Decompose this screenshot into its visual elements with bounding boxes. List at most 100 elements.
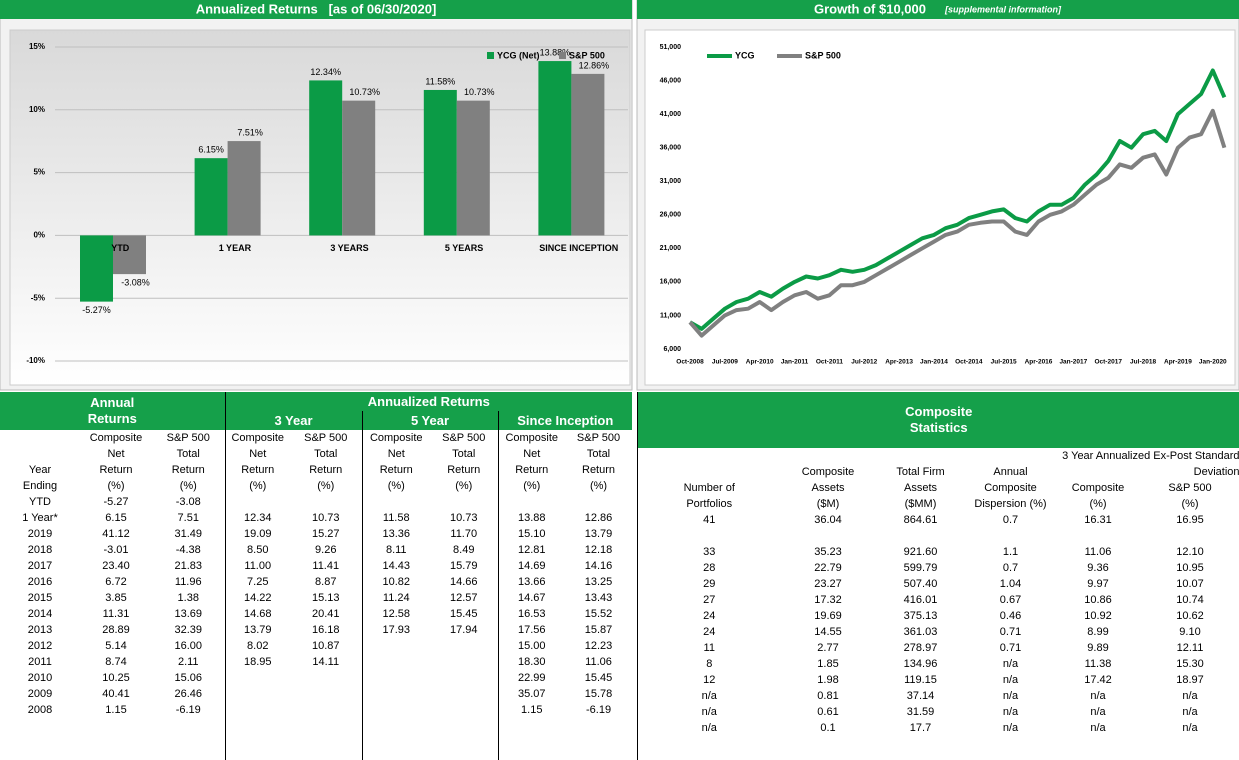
table-row: 28 22.79 599.79 0.7 9.36 10.95 bbox=[638, 560, 1239, 576]
table-title: Composite Statistics bbox=[637, 392, 1239, 448]
value-cell: 2.77 bbox=[817, 642, 839, 654]
x-tick-label: Jan-2020 bbox=[1199, 359, 1227, 366]
value-cell: 9.36 bbox=[1087, 562, 1109, 574]
value-cell: 10.74 bbox=[1176, 594, 1204, 606]
data-label: 10.73% bbox=[464, 87, 495, 97]
year-cell: 2016 bbox=[27, 576, 53, 588]
value-cell: 507.40 bbox=[903, 578, 938, 590]
statistics-table: Composite Statistics Number of Portfolios… bbox=[637, 392, 1239, 760]
x-tick-label: Jul-2009 bbox=[712, 359, 738, 366]
filler-cell bbox=[565, 718, 632, 760]
value-cell bbox=[781, 528, 876, 544]
value-cell: 10.73 bbox=[311, 512, 340, 524]
bar bbox=[227, 141, 261, 236]
x-tick-label: Jan-2011 bbox=[781, 359, 809, 366]
value-cell: 14.11 bbox=[312, 656, 340, 668]
value-cell: 11.41 bbox=[312, 560, 340, 572]
value-cell bbox=[430, 670, 498, 686]
value-cell: 1.04 bbox=[999, 578, 1022, 590]
x-tick-label: Jul-2015 bbox=[991, 359, 1017, 366]
table-row: 2009 40.41 26.46 35.07 15.78 bbox=[0, 686, 632, 702]
value-cell: 24 bbox=[703, 626, 716, 638]
value-cell: n/a bbox=[1002, 658, 1019, 670]
chart-title: Growth of $10,000 bbox=[814, 1, 926, 16]
value-cell: 14.43 bbox=[361, 558, 430, 574]
value-cell: 1.1 bbox=[1002, 546, 1019, 558]
value-cell: 361.03 bbox=[903, 626, 938, 638]
value-cell: 0.71 bbox=[999, 626, 1022, 638]
table-row: 12 1.98 119.15 n/a 17.42 18.97 bbox=[638, 672, 1239, 688]
value-cell bbox=[430, 638, 498, 654]
value-cell bbox=[224, 494, 290, 510]
value-cell: 11.31 bbox=[102, 608, 130, 620]
value-cell: 26.46 bbox=[174, 688, 203, 700]
value-cell: 11.70 bbox=[450, 528, 478, 540]
x-tick-label: YTD bbox=[111, 243, 130, 253]
value-cell: 15.13 bbox=[311, 592, 340, 604]
header-row: Annual Returns Annualized Returns bbox=[0, 392, 633, 430]
table-row: 2017 23.40 21.83 11.00 11.41 14.43 15.79 14.69 1… bbox=[0, 558, 632, 574]
value-cell: 12.57 bbox=[449, 592, 478, 604]
table-title-text: Annual Returns bbox=[87, 395, 137, 426]
x-tick-label: Jul-2012 bbox=[851, 359, 877, 366]
value-cell: 33 bbox=[703, 546, 716, 558]
y-tick-label: 21,000 bbox=[660, 245, 682, 252]
table-row: 33 35.23 921.60 1.1 11.06 12.10 bbox=[638, 544, 1239, 560]
value-cell: 0.46 bbox=[999, 610, 1022, 622]
value-cell bbox=[361, 670, 430, 686]
value-cell: 599.79 bbox=[903, 562, 938, 574]
value-cell bbox=[430, 686, 498, 702]
value-cell bbox=[638, 528, 781, 544]
table-row: YTD -5.27 -3.08 bbox=[0, 494, 632, 510]
value-cell: 12.23 bbox=[584, 640, 613, 652]
bar bbox=[538, 61, 572, 236]
value-cell: 27 bbox=[703, 594, 716, 606]
column-header: S&P 500 Total Return (%) bbox=[442, 432, 486, 492]
value-cell bbox=[290, 670, 362, 686]
y-tick-label: 46,000 bbox=[660, 77, 682, 84]
table-row: 2015 3.85 1.38 14.22 15.13 11.24 12.57 14.67 13.… bbox=[0, 590, 632, 606]
year-cell: 1 Year* bbox=[22, 512, 58, 524]
data-label: -5.27% bbox=[82, 305, 111, 315]
value-cell: 18.30 bbox=[497, 654, 565, 670]
value-cell bbox=[361, 654, 430, 670]
legend-label: YCG bbox=[735, 50, 755, 60]
value-cell: 1.98 bbox=[817, 674, 839, 686]
value-cell: 13.43 bbox=[584, 592, 613, 604]
value-cell: 13.79 bbox=[584, 528, 613, 540]
value-cell: 15.87 bbox=[584, 624, 613, 636]
value-cell: 375.13 bbox=[903, 610, 938, 622]
value-cell bbox=[565, 494, 632, 510]
value-cell: 416.01 bbox=[903, 594, 938, 606]
table-row: n/a 0.81 37.14 n/a n/a n/a bbox=[638, 688, 1239, 704]
data-label: 11.58% bbox=[425, 76, 455, 86]
y-tick-label: 51,000 bbox=[660, 44, 682, 51]
value-cell: 134.96 bbox=[903, 658, 938, 670]
value-cell: 15.10 bbox=[497, 526, 565, 542]
value-cell bbox=[966, 528, 1056, 544]
value-cell: 13.36 bbox=[361, 526, 430, 542]
x-tick-label: Apr-2016 bbox=[1025, 359, 1053, 366]
legend-label: S&P 500 bbox=[569, 50, 605, 60]
value-cell: 15.30 bbox=[1176, 658, 1204, 670]
filler-cell bbox=[497, 718, 565, 760]
value-cell: 0.61 bbox=[817, 706, 839, 718]
legend-swatch bbox=[559, 52, 566, 59]
bar bbox=[309, 80, 343, 236]
table-title: Annual Returns bbox=[0, 392, 225, 430]
value-cell: 28 bbox=[703, 562, 716, 574]
group-header: 5 Year bbox=[361, 411, 498, 430]
value-cell: 40.41 bbox=[102, 688, 130, 700]
column-header: S&P 500 (%) bbox=[1168, 482, 1212, 510]
value-cell: 19.09 bbox=[224, 526, 290, 542]
year-cell: 2009 bbox=[27, 688, 53, 700]
value-cell: 13.66 bbox=[497, 574, 565, 590]
value-cell: -3.01 bbox=[103, 544, 129, 556]
table-row: 2018 -3.01 -4.38 8.50 9.26 8.11 8.49 12.81 12.18 bbox=[0, 542, 632, 558]
table-row: 1 Year* 6.15 7.51 12.34 10.73 11.58 10.73 13.88… bbox=[0, 510, 632, 526]
column-group-header: 3 Year Annualized Ex-Post Standard Devia… bbox=[1062, 450, 1239, 478]
value-cell: 15.06 bbox=[174, 672, 203, 684]
table-row: n/a 0.1 17.7 n/a n/a n/a bbox=[638, 720, 1239, 736]
value-cell: 10.87 bbox=[311, 640, 340, 652]
column-header: Annual Composite Dispersion (%) bbox=[974, 466, 1047, 510]
